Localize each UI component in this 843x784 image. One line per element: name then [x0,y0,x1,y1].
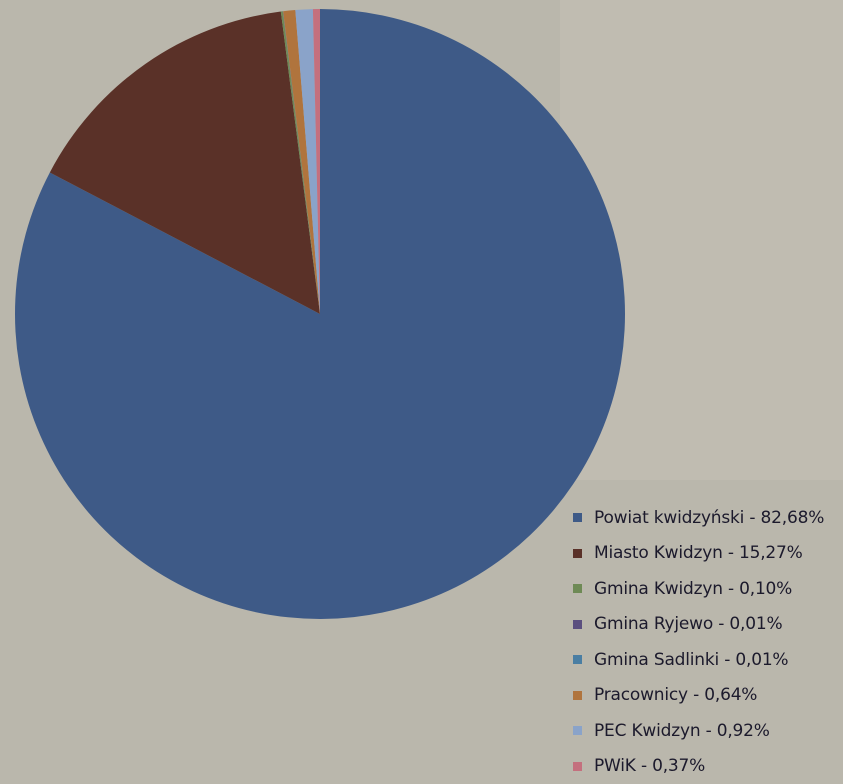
legend-item-3: Gmina Ryjewo - 0,01% [573,607,824,643]
legend-item-6: PEC Kwidzyn - 0,92% [573,713,824,749]
legend-item-2: Gmina Kwidzyn - 0,10% [573,571,824,607]
legend-swatch-1 [573,549,582,558]
legend-swatch-4 [573,655,582,664]
legend-swatch-0 [573,513,582,522]
legend-item-0: Powiat kwidzyński - 82,68% [573,500,824,536]
legend-swatch-3 [573,620,582,629]
legend-swatch-6 [573,726,582,735]
chart-legend: Powiat kwidzyński - 82,68% Miasto Kwidzyn… [573,500,824,784]
legend-label-6: PEC Kwidzyn - 0,92% [594,721,770,741]
legend-label-4: Gmina Sadlinki - 0,01% [594,650,788,670]
legend-item-7: PWiK - 0,37% [573,749,824,784]
legend-label-2: Gmina Kwidzyn - 0,10% [594,579,792,599]
legend-item-4: Gmina Sadlinki - 0,01% [573,642,824,678]
legend-label-7: PWiK - 0,37% [594,756,705,776]
legend-swatch-7 [573,762,582,771]
legend-label-1: Miasto Kwidzyn - 15,27% [594,543,803,563]
legend-swatch-2 [573,584,582,593]
legend-label-3: Gmina Ryjewo - 0,01% [594,614,782,634]
legend-item-5: Pracownicy - 0,64% [573,678,824,714]
legend-swatch-5 [573,691,582,700]
legend-item-1: Miasto Kwidzyn - 15,27% [573,536,824,572]
legend-label-5: Pracownicy - 0,64% [594,685,757,705]
legend-label-0: Powiat kwidzyński - 82,68% [594,508,824,528]
